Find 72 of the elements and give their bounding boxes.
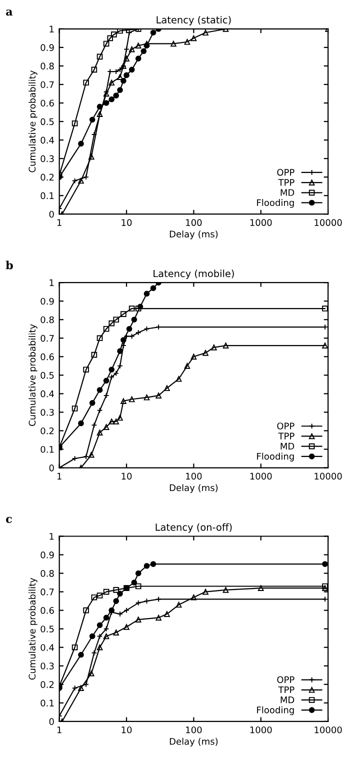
- y-tick-label: 0: [49, 464, 54, 472]
- x-tick-label: 1: [57, 726, 62, 734]
- chart-title: Latency (mobile): [154, 270, 234, 280]
- legend-label: OPP: [277, 422, 294, 430]
- legend-label: MD: [280, 189, 294, 196]
- y-tick-label: 0.3: [40, 662, 54, 670]
- x-axis-title: Delay (ms): [170, 230, 218, 240]
- y-tick-label: 0.5: [40, 372, 54, 379]
- x-tick-label: 1000: [250, 219, 272, 226]
- legend-label: MD: [280, 696, 294, 704]
- y-tick-label: 0.8: [40, 316, 54, 324]
- x-tick-label: 100: [186, 219, 202, 226]
- x-tick-label: 1: [57, 472, 62, 480]
- text: c: [6, 516, 12, 523]
- y-axis-title: Cumulative probability: [28, 578, 38, 680]
- y-tick-label: 0.9: [40, 552, 54, 558]
- legend-label: TPP: [278, 432, 294, 440]
- y-tick-label: 0.8: [40, 62, 54, 70]
- y-tick-label: 0.1: [40, 192, 54, 200]
- x-axis-title: Delay (ms): [170, 738, 218, 747]
- y-tick-label: 0.5: [40, 626, 54, 632]
- y-tick-label: 0.1: [40, 446, 54, 453]
- y-tick-label: 0.4: [40, 136, 54, 144]
- y-tick-label: 0.4: [40, 644, 54, 651]
- x-tick-label: 10: [122, 726, 132, 734]
- y-tick-label: 0.9: [40, 44, 54, 51]
- y-axis-title: Cumulative probability: [28, 324, 38, 426]
- legend-label: Flooding: [257, 452, 294, 462]
- x-tick-label: 10000: [314, 726, 342, 734]
- y-tick-label: 0.7: [40, 81, 54, 88]
- x-tick-label: 100: [186, 472, 202, 480]
- y-axis-title: Cumulative probability: [28, 70, 38, 172]
- x-tick-label: 10: [122, 219, 132, 226]
- x-tick-label: 10000: [314, 472, 342, 480]
- y-tick-label: 0.3: [40, 408, 54, 416]
- y-tick-label: 0.2: [40, 681, 54, 688]
- y-tick-label: 0.7: [40, 588, 54, 596]
- x-tick-label: 1000: [250, 726, 272, 734]
- chart-title: Latency (static): [156, 16, 231, 26]
- y-tick-label: 0.2: [40, 427, 54, 434]
- y-tick-label: 0.6: [40, 100, 54, 107]
- y-tick-label: 1: [50, 26, 54, 32]
- y-tick-label: 0.4: [40, 390, 54, 398]
- legend-label: TPP: [278, 179, 294, 186]
- y-tick-label: 0: [49, 718, 54, 725]
- x-axis-title: Delay (ms): [170, 484, 218, 493]
- legend-label: Flooding: [257, 199, 294, 208]
- y-tick-label: 0.6: [40, 353, 54, 360]
- y-tick-label: 0.3: [40, 155, 54, 162]
- y-tick-label: 0.1: [40, 700, 54, 706]
- y-tick-label: 0.5: [40, 118, 54, 126]
- x-tick-label: 10: [122, 472, 132, 480]
- y-tick-label: 0.6: [40, 607, 54, 614]
- y-tick-label: 1: [50, 533, 54, 540]
- y-tick-label: 0.2: [40, 174, 54, 181]
- chart-title: Latency (on-off): [156, 523, 232, 533]
- legend-label: TPP: [278, 686, 294, 694]
- text: a: [6, 10, 13, 16]
- x-tick-label: 100: [186, 726, 202, 734]
- x-tick-label: 1: [57, 219, 62, 226]
- y-tick-label: 0.8: [40, 570, 54, 577]
- legend-label: OPP: [277, 676, 294, 684]
- x-tick-label: 10000: [314, 219, 342, 226]
- y-tick-label: 0.7: [40, 334, 54, 342]
- x-tick-label: 1000: [250, 472, 272, 480]
- legend-label: OPP: [277, 168, 294, 176]
- y-tick-label: 0: [49, 210, 54, 218]
- y-tick-label: 1: [50, 279, 54, 286]
- legend-label: MD: [280, 442, 294, 450]
- text: b: [6, 260, 13, 270]
- legend-label: Flooding: [257, 706, 294, 716]
- y-tick-label: 0.9: [40, 298, 54, 305]
